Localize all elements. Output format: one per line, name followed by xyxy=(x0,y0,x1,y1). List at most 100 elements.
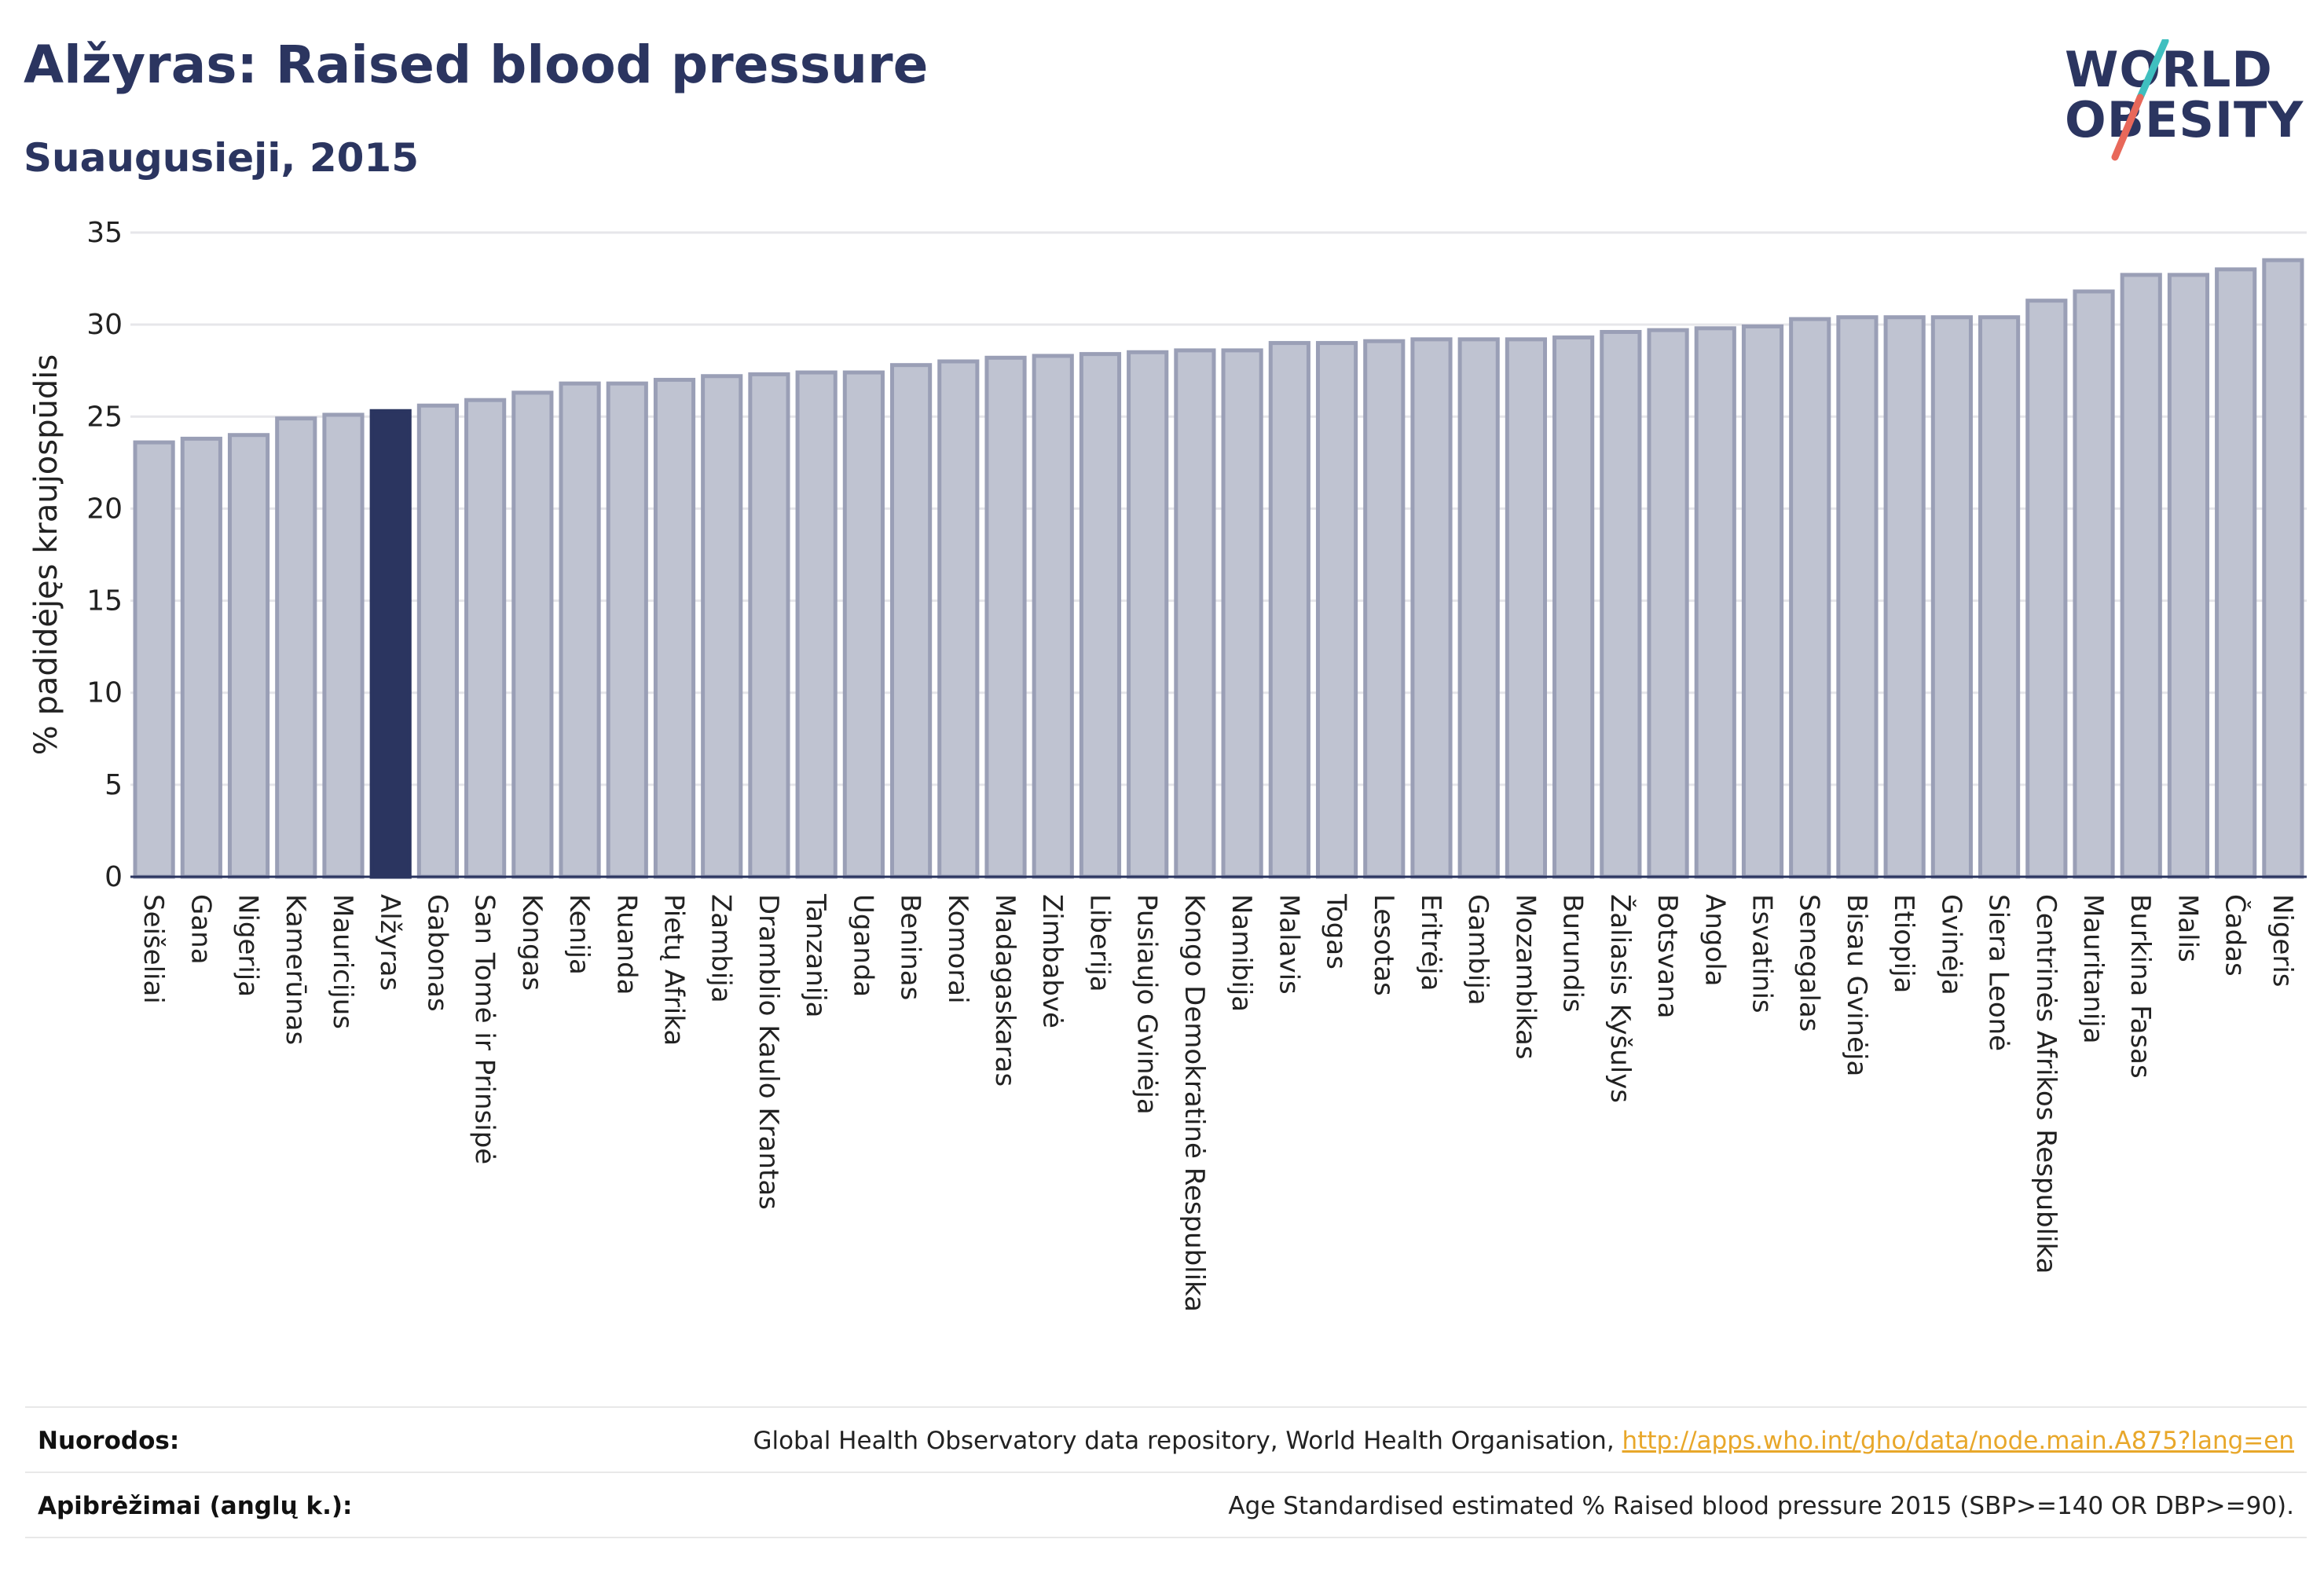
bar xyxy=(1978,315,2021,879)
bar xyxy=(2215,267,2257,879)
y-tick-label: 15 xyxy=(86,585,123,618)
x-tick-label: Kenija xyxy=(563,894,595,975)
bar xyxy=(416,403,460,879)
x-tick-label: Centrinės Afrikos Respublika xyxy=(2030,894,2062,1274)
x-tick-label: Alžyras xyxy=(374,894,405,991)
y-tick-label: 20 xyxy=(86,493,123,525)
bar xyxy=(2167,273,2210,879)
bar xyxy=(1836,315,1879,879)
x-tick-label: Kongo Demokratinė Respublika xyxy=(1178,894,1210,1312)
x-tick-label: Čadas xyxy=(2220,894,2252,977)
bar xyxy=(1268,341,1310,879)
bar xyxy=(606,381,648,879)
x-tick-label: Tanzanija xyxy=(800,893,831,1017)
x-tick-label: Pusiaujo Gvinėja xyxy=(1131,894,1163,1115)
x-tick-label: Bisau Gvinėja xyxy=(1841,894,1872,1076)
x-tick-label: Dramblio Kaulo Krantas xyxy=(753,894,784,1210)
bar xyxy=(559,381,601,879)
x-tick-label: Uganda xyxy=(847,894,878,997)
bar xyxy=(227,433,270,879)
bar xyxy=(464,398,507,879)
x-tick-label: Kamerūnas xyxy=(280,894,311,1045)
x-tick-label: Lesotas xyxy=(1368,894,1399,996)
bar xyxy=(1789,317,1831,879)
x-tick-label: Žaliasis Kyšulys xyxy=(1604,894,1637,1103)
x-tick-label: Gabonas xyxy=(421,894,453,1012)
bar-highlight xyxy=(369,409,412,879)
bar xyxy=(275,416,317,879)
bar xyxy=(1457,337,1500,879)
x-tick-label: Mozambikas xyxy=(1509,894,1541,1060)
x-tick-label: Malis xyxy=(2172,894,2203,962)
bar xyxy=(1600,330,1642,879)
x-tick-label: Madagaskaras xyxy=(989,894,1021,1087)
x-tick-label: Eritrėja xyxy=(1415,894,1446,991)
bar xyxy=(511,390,554,879)
x-tick-label: Siera Leonė xyxy=(1983,894,2014,1051)
x-tick-label: Angola xyxy=(1699,894,1730,986)
bar xyxy=(890,363,933,879)
x-tick-label: Botsvana xyxy=(1651,894,1683,1019)
bar xyxy=(1315,341,1358,879)
x-tick-label: Nigerija xyxy=(233,894,264,997)
bar xyxy=(1647,328,1689,879)
x-tick-label: Gambija xyxy=(1462,894,1494,1006)
bar xyxy=(1552,335,1595,879)
chart-title: Alžyras: Raised blood pressure xyxy=(24,35,929,95)
logo-line1: WORLD xyxy=(2065,41,2273,98)
x-tick-label: Ruanda xyxy=(610,894,642,995)
x-tick-label: Pietų Afrika xyxy=(658,894,690,1046)
bar xyxy=(842,370,885,879)
x-tick-label: Esvatinis xyxy=(1747,894,1778,1013)
x-tick-label: Kongas xyxy=(516,894,548,991)
world-obesity-logo: WORLD OBESITY xyxy=(2057,39,2308,165)
chart-subtitle: Suaugusieji, 2015 xyxy=(24,135,419,181)
bar xyxy=(2025,299,2068,879)
bar xyxy=(1410,337,1453,879)
y-tick-label: 30 xyxy=(86,309,123,341)
bar-chart: 0 5 10 15 20 25 30 35 % padidėjęs kraujospūdis Se… xyxy=(28,217,2307,1312)
x-tick-label: Nigeris xyxy=(2267,894,2298,988)
y-tick-label: 0 xyxy=(104,861,123,893)
bar xyxy=(653,377,696,879)
definitions-value: Age Standardised estimated % Raised bloo… xyxy=(1228,1492,2294,1520)
bar xyxy=(2262,258,2304,879)
bar xyxy=(180,436,222,879)
definitions-row: Apibrėžimai (anglų k.): Age Standardised… xyxy=(25,1472,2307,1539)
bar xyxy=(133,440,175,879)
x-tick-label: Togas xyxy=(1321,893,1352,969)
bar xyxy=(2120,273,2162,879)
x-tick-label: Beninas xyxy=(895,894,926,1000)
x-tick-label: Etiopija xyxy=(1888,894,1919,993)
x-tick-label: Seišeliai xyxy=(137,894,169,1004)
x-tick-label: Mauricijus xyxy=(327,894,358,1029)
x-tick-label: Malavis xyxy=(1273,894,1304,995)
references-row: Nuorodos: Global Health Observatory data… xyxy=(25,1406,2307,1474)
references-value: Global Health Observatory data repositor… xyxy=(753,1427,2294,1455)
x-tick-label: Senegalas xyxy=(1794,894,1825,1032)
bar xyxy=(1127,350,1169,879)
y-tick-label: 25 xyxy=(86,401,123,433)
logo-line2: OBESITY xyxy=(2065,91,2304,148)
bar xyxy=(1883,315,1926,879)
x-tick-label: Gana xyxy=(185,894,216,965)
bar xyxy=(1741,324,1784,879)
references-text: Global Health Observatory data repositor… xyxy=(753,1427,1622,1455)
bar xyxy=(984,355,1027,879)
x-tick-label: Zambija xyxy=(706,894,737,1003)
x-tick-label: San Tomė ir Prinsipė xyxy=(469,894,500,1164)
definitions-label: Apibrėžimai (anglų k.): xyxy=(38,1492,353,1520)
y-axis-label: % padidėjęs kraujospūdis xyxy=(28,354,64,755)
y-tick-label: 35 xyxy=(86,217,123,249)
footer-divider xyxy=(25,1537,2307,1538)
references-link[interactable]: http://apps.who.int/gho/data/node.main.A… xyxy=(1622,1427,2294,1455)
x-tick-label: Zimbabvė xyxy=(1036,894,1068,1028)
x-tick-label: Burkina Fasas xyxy=(2124,894,2156,1079)
x-tick-label: Burundis xyxy=(1557,894,1589,1013)
x-tick-label: Komorai xyxy=(942,894,973,1004)
bar xyxy=(795,370,838,879)
bar xyxy=(1930,315,1973,879)
bar xyxy=(1363,339,1406,879)
x-tick-label: Liberija xyxy=(1083,894,1115,992)
logo-slash-icon xyxy=(2111,39,2169,161)
